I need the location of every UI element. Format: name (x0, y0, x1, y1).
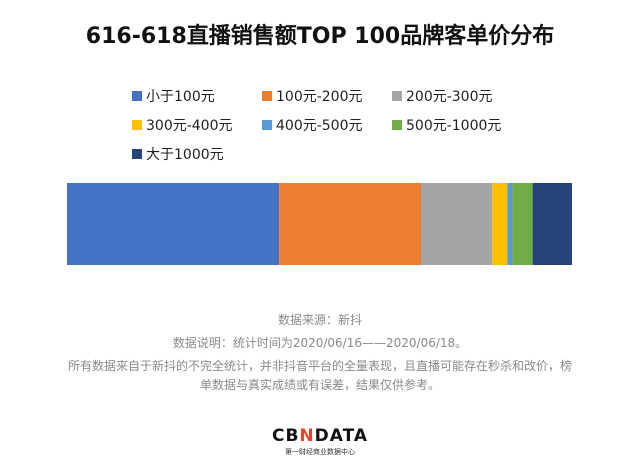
legend-swatch (262, 120, 272, 130)
legend-swatch (392, 91, 402, 101)
legend-item: 大于1000元 (132, 144, 224, 164)
disclaimer-line-1: 所有数据来自于新抖的不完全统计，并非抖音平台的全量表现，且直播可能存在秒杀和改价… (67, 359, 572, 373)
chart-title: 616-618直播销售额TOP 100品牌客单价分布 (85, 24, 555, 49)
legend-item: 500元-1000元 (392, 115, 501, 135)
legend-label: 400元-500元 (276, 118, 363, 134)
disclaimer-line-2: 单数据与真实成绩或有误差，结果仅供参考。 (199, 378, 440, 392)
legend-item: 100元-200元 (262, 86, 363, 106)
legend-label: 200元-300元 (406, 89, 493, 105)
legend-swatch (262, 91, 272, 101)
bar-segment (507, 183, 513, 265)
bar-segment (67, 183, 280, 265)
legend-label: 100元-200元 (276, 89, 363, 105)
bar-segment (512, 183, 533, 265)
explain-note: 数据说明：统计时间为2020/06/16——2020/06/18。 (172, 336, 468, 350)
source-note: 数据来源：新抖 (277, 313, 362, 327)
bar-segment (279, 183, 422, 265)
legend-swatch (132, 149, 142, 159)
bar-segment (492, 183, 508, 265)
legend-item: 小于100元 (132, 86, 215, 106)
legend-label: 小于100元 (146, 89, 215, 105)
legend-label: 500元-1000元 (406, 118, 502, 134)
cbndata-logo: CBNDATA 第一财经商业数据中心 (271, 426, 369, 456)
legend-label: 大于1000元 (146, 147, 224, 163)
legend-swatch (132, 91, 142, 101)
legend-swatch (132, 120, 142, 130)
legend-item: 400元-500元 (262, 115, 363, 135)
bar-segment (532, 183, 572, 265)
legend-swatch (392, 120, 402, 130)
legend-label: 300元-400元 (146, 118, 233, 134)
legend-item: 300元-400元 (132, 115, 233, 135)
legend-item: 200元-300元 (392, 86, 493, 106)
bar-segment (421, 183, 493, 265)
